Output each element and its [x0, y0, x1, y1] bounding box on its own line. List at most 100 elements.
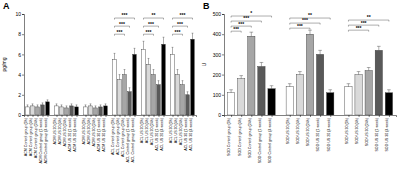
- error-line: [192, 33, 193, 39]
- x-tick-line: [57, 115, 58, 117]
- x-tick: SOD Control group (24h): [248, 115, 252, 158]
- bar: [176, 75, 180, 115]
- error-cap: [328, 89, 332, 90]
- y-tick-label: 6: [18, 52, 21, 58]
- x-tick-line: [130, 115, 131, 117]
- y-axis-line: [22, 15, 25, 116]
- error-cap: [100, 104, 102, 105]
- error-cap: [119, 74, 121, 75]
- bar: [94, 108, 98, 115]
- x-tick: SOD Control group (1 week): [258, 115, 262, 163]
- significance-label: ***: [233, 26, 239, 32]
- x-tick: ACL Control group (0h): [111, 115, 115, 155]
- x-tick-label: ACL US 30 (0h): [169, 118, 173, 143]
- error-cap: [76, 104, 78, 105]
- x-tick-line: [115, 115, 116, 117]
- error-cap: [387, 89, 391, 90]
- error-line: [124, 70, 125, 75]
- error-bar: [182, 81, 184, 85]
- x-tick-label: ACM US 20 (1 week): [68, 118, 72, 152]
- y-tick-label: 300: [213, 52, 222, 58]
- error-line: [114, 53, 115, 59]
- bar: [345, 87, 352, 115]
- x-tick: ACM US 30 (4 week): [102, 115, 106, 152]
- x-tick-line: [251, 115, 252, 117]
- error-line: [105, 104, 106, 106]
- x-tick: ACL US 30 (1 week): [184, 115, 188, 151]
- y-tick: 2: [18, 92, 24, 98]
- bar: [227, 93, 234, 115]
- x-tick-label: SOD US 30 (0h): [345, 118, 349, 144]
- x-tick: SOD US 30 (4 week): [385, 115, 389, 152]
- x-tick: ACL US 20 (24h): [150, 115, 154, 145]
- x-tick-label: ACL Control group (24h): [121, 118, 125, 157]
- bar: [258, 67, 265, 115]
- x-tick-label: ACM Control group (4h): [29, 118, 33, 156]
- x-tick-line: [33, 115, 34, 117]
- significance-label: **: [152, 12, 156, 18]
- bar: [113, 59, 117, 115]
- x-tick-line: [300, 115, 301, 117]
- error-cap: [105, 103, 107, 104]
- x-tick-label: ACM US 20 (24h): [63, 118, 67, 146]
- error-bar: [124, 70, 126, 75]
- y-tick-line: [222, 75, 224, 76]
- bar: [296, 75, 303, 115]
- bar: [99, 107, 103, 115]
- x-tick-line: [101, 115, 102, 117]
- significance-label: ***: [119, 21, 125, 27]
- error-line: [71, 104, 72, 106]
- bar: [84, 107, 88, 115]
- x-tick-label: ACL US 20 (1 week): [155, 118, 159, 151]
- significance-label: ***: [302, 17, 308, 23]
- bar: [104, 106, 108, 115]
- bar: [41, 105, 45, 115]
- plot: 0100200300400500SOD Control group (0h)SO…: [213, 10, 397, 163]
- error-bar: [71, 104, 73, 106]
- x-tick-label: SOD Control group (24h): [248, 118, 252, 158]
- error-bar: [114, 53, 116, 59]
- error-cap: [129, 87, 131, 88]
- x-tick-label: ACM US 30 (4 week): [102, 118, 106, 152]
- error-bar: [119, 75, 121, 80]
- y-axis-line: [222, 15, 225, 116]
- x-tick-line: [173, 115, 174, 117]
- error-cap: [163, 37, 165, 38]
- bar: [286, 87, 293, 115]
- error-cap: [288, 83, 292, 84]
- x-tick: SOD US 30 (0h): [345, 115, 349, 144]
- error-cap: [177, 69, 179, 70]
- x-tick: ACL US 30 (0h): [169, 115, 173, 143]
- y-tick: 4: [18, 72, 24, 78]
- bars: [26, 33, 195, 115]
- y-tick-line: [22, 34, 24, 35]
- x-tick-label: SOD US 20 (4h): [296, 118, 300, 144]
- error-cap: [187, 91, 189, 92]
- error-line: [129, 88, 130, 92]
- error-bar: [100, 105, 102, 107]
- x-tick-label: SOD Control group (1 week): [258, 118, 262, 163]
- error-line: [90, 104, 91, 106]
- bar: [70, 106, 74, 115]
- y-tick-line: [22, 115, 24, 116]
- error-cap: [347, 83, 351, 84]
- bar: [60, 107, 64, 115]
- x-tick-line: [389, 115, 390, 117]
- x-tick-label: ACM US 20 (4h): [58, 118, 62, 144]
- x-tick: ACL Control group (1 week): [126, 115, 130, 162]
- error-line: [310, 30, 311, 34]
- error-bar: [42, 103, 44, 105]
- error-bar: [229, 90, 233, 93]
- panel-title: A: [3, 1, 10, 11]
- error-bar: [270, 86, 274, 89]
- x-tick-label: ACM Control group (4 week): [44, 118, 48, 164]
- y-tick: 8: [18, 31, 24, 37]
- x-tick: ACM US 30 (4h): [87, 115, 91, 144]
- error-line: [47, 100, 48, 102]
- x-tick-label: ACL Control group (0h): [111, 118, 115, 155]
- x-tick: SOD US 20 (4 week): [327, 115, 331, 152]
- error-line: [27, 105, 28, 107]
- x-tick-line: [178, 115, 179, 117]
- x-tick-line: [96, 115, 97, 117]
- x-tick: ACM US 20 (4 week): [73, 115, 77, 152]
